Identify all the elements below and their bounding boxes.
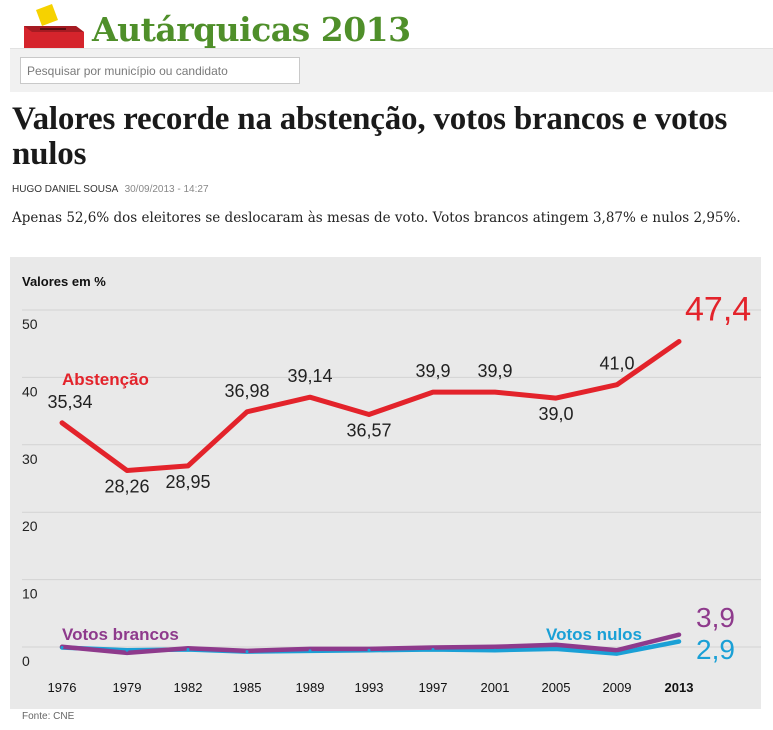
search-input[interactable] xyxy=(20,57,300,84)
y-tick-label: 30 xyxy=(22,451,38,467)
section-title[interactable]: Autárquicas 2013 xyxy=(92,10,411,49)
data-point xyxy=(677,640,681,643)
series-label-votos-brancos: Votos brancos xyxy=(62,625,179,644)
data-label: 39,9 xyxy=(415,361,450,381)
data-point xyxy=(677,340,681,343)
y-tick-label: 0 xyxy=(22,653,30,669)
data-point xyxy=(125,469,129,472)
data-point xyxy=(367,648,371,652)
x-tick-label: 1985 xyxy=(233,680,262,695)
data-point xyxy=(493,390,497,394)
data-point xyxy=(245,650,249,654)
data-point xyxy=(615,652,619,656)
data-point xyxy=(308,395,312,399)
data-point xyxy=(493,645,497,649)
data-point xyxy=(245,410,249,414)
author-name[interactable]: Hugo Daniel Sousa xyxy=(12,184,118,195)
data-point xyxy=(186,464,190,468)
data-point xyxy=(554,396,558,400)
data-point xyxy=(431,390,435,394)
end-label-votos-nulos: 2,9 xyxy=(696,634,735,665)
y-tick-label: 50 xyxy=(22,316,38,332)
data-label: 39,9 xyxy=(477,361,512,381)
x-tick-label: 1997 xyxy=(419,680,448,695)
data-point xyxy=(125,648,129,652)
site-header: Autárquicas 2013 xyxy=(0,0,773,92)
data-point xyxy=(493,648,497,652)
x-tick-label: 1993 xyxy=(355,680,384,695)
line-chart: Valores em % 0 10 20 30 40 50 1976 1979 1982 1985 1… xyxy=(22,274,761,695)
series-label-votos-nulos: Votos nulos xyxy=(546,625,642,644)
search-bar xyxy=(10,48,773,92)
data-point xyxy=(367,413,371,416)
data-point xyxy=(186,648,190,651)
data-point xyxy=(431,648,435,651)
data-label: 39,14 xyxy=(287,366,332,386)
x-tick-label: 2001 xyxy=(481,680,510,695)
data-label: 36,98 xyxy=(224,381,269,401)
data-label: 35,34 xyxy=(47,392,92,412)
data-point xyxy=(308,649,312,653)
data-point xyxy=(60,646,64,649)
article-headline: Valores recorde na abstenção, votos bran… xyxy=(12,101,728,172)
x-tick-label: 2009 xyxy=(603,680,632,695)
byline: Hugo Daniel Sousa 30/09/2013 - 14:27 xyxy=(12,184,209,195)
data-label: 28,26 xyxy=(104,477,149,497)
x-tick-label: 1976 xyxy=(48,680,77,695)
x-tick-label: 1979 xyxy=(113,680,142,695)
data-point xyxy=(125,651,129,655)
data-label: 39,0 xyxy=(538,404,573,424)
y-tick-label: 10 xyxy=(22,586,38,602)
x-tick-label: 1982 xyxy=(174,680,203,695)
data-point xyxy=(615,383,619,387)
data-point xyxy=(677,633,681,637)
y-tick-label: 40 xyxy=(22,383,38,399)
y-tick-label: 20 xyxy=(22,518,38,534)
chart-source: Fonte: CNE xyxy=(22,711,75,722)
x-tick-label: 1989 xyxy=(296,680,325,695)
x-tick-label: 2013 xyxy=(665,680,694,695)
data-label: 41,0 xyxy=(599,354,634,374)
data-label: 28,95 xyxy=(165,472,210,492)
publish-date: 30/09/2013 - 14:27 xyxy=(124,184,209,195)
data-point xyxy=(554,643,558,647)
end-label-votos-brancos: 3,9 xyxy=(696,602,735,633)
series-line-abstencao xyxy=(59,339,682,473)
y-axis-label: Valores em % xyxy=(22,274,106,289)
chart-area: Valores em % 0 10 20 30 40 50 1976 1979 1982 1985 1… xyxy=(10,257,761,709)
data-point xyxy=(60,421,64,425)
data-point xyxy=(615,648,619,652)
data-label: 36,57 xyxy=(346,421,391,441)
article-lead: Apenas 52,6% dos eleitores se deslocaram… xyxy=(12,210,741,226)
data-label: 47,4 xyxy=(685,291,751,329)
data-point xyxy=(554,647,558,651)
series-label-abstencao: Abstenção xyxy=(62,370,149,389)
ballot-box-icon[interactable] xyxy=(22,4,86,48)
x-tick-label: 2005 xyxy=(542,680,571,695)
